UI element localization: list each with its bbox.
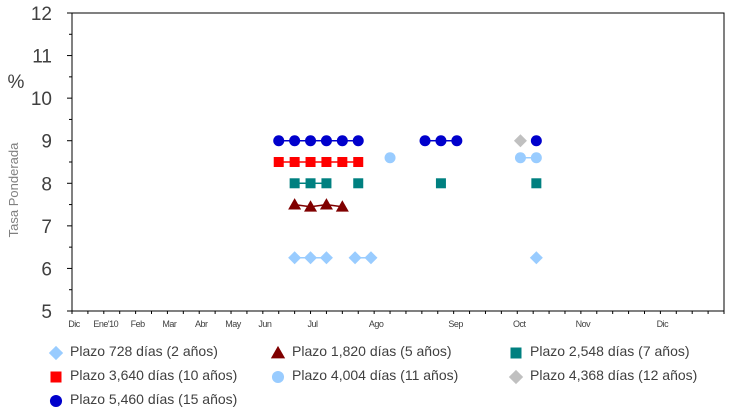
legend-marker-shape <box>508 369 524 385</box>
data-point <box>288 198 302 210</box>
data-point <box>353 178 364 189</box>
data-point <box>320 135 332 147</box>
x-tick-label: Abr <box>195 319 208 329</box>
legend-label: Plazo 728 días (2 años) <box>70 343 218 359</box>
y-tick-label: 7 <box>41 217 52 238</box>
data-point <box>289 178 300 189</box>
data-point <box>319 251 333 265</box>
data-point <box>289 135 301 147</box>
x-tick-label: May <box>225 319 242 329</box>
legend-marker <box>508 369 524 385</box>
legend-marker <box>48 345 64 361</box>
legend-marker-shape <box>50 371 62 383</box>
legend-label: Plazo 5,460 días (15 años) <box>70 391 238 407</box>
legend-label: Plazo 4,368 días (12 años) <box>530 367 698 383</box>
x-tick-label: Mar <box>162 319 177 329</box>
data-point <box>435 135 447 147</box>
legend-marker-shape <box>271 370 285 384</box>
x-tick-label: Ene'10 <box>93 319 118 329</box>
data-point <box>319 198 333 210</box>
data-point <box>348 251 362 265</box>
data-point <box>305 157 316 167</box>
data-point <box>305 135 317 147</box>
data-point <box>273 157 284 167</box>
data-point <box>514 152 526 164</box>
legend-label: Plazo 4,004 días (11 años) <box>292 367 459 383</box>
data-point <box>353 157 364 167</box>
data-point <box>337 157 348 167</box>
data-point <box>304 200 318 212</box>
data-point <box>513 134 527 148</box>
data-point <box>530 152 542 164</box>
legend-marker <box>270 345 286 359</box>
y-axis-label: Tasa Ponderada <box>6 142 21 237</box>
data-point <box>305 178 316 189</box>
x-tick-label: Sep <box>448 319 463 329</box>
y-tick-label: 5 <box>41 302 52 323</box>
legend-label: Plazo 1,820 días (5 años) <box>292 343 452 359</box>
data-point <box>451 135 463 147</box>
data-point <box>304 251 318 265</box>
legend-label: Plazo 2,548 días (7 años) <box>530 343 690 359</box>
data-point <box>336 135 348 147</box>
data-point <box>321 157 332 167</box>
y-unit-label: % <box>8 72 25 93</box>
y-tick-label: 10 <box>31 89 52 110</box>
data-point <box>419 135 431 147</box>
data-point <box>321 178 332 189</box>
legend-marker <box>271 370 285 384</box>
y-tick-label: 6 <box>41 259 52 280</box>
data-point <box>352 135 364 147</box>
legend-marker-shape <box>48 345 64 361</box>
data-point <box>288 251 302 265</box>
data-point <box>364 251 378 265</box>
data-point <box>530 135 542 147</box>
data-point <box>531 178 542 189</box>
x-tick-label: Ago <box>369 319 384 329</box>
x-tick-label: Feb <box>131 319 146 329</box>
x-tick-label: Nov <box>576 319 592 329</box>
legend-marker-shape <box>49 394 63 408</box>
legend-marker <box>50 371 62 383</box>
x-tick-label: Jun <box>258 319 272 329</box>
legend-marker-shape <box>270 345 286 359</box>
data-point <box>384 152 396 164</box>
y-tick-label: 11 <box>32 47 52 68</box>
legend-marker <box>49 394 63 408</box>
legend-marker <box>510 347 522 359</box>
data-point <box>289 157 300 167</box>
y-tick-label: 12 <box>31 4 52 25</box>
legend-label: Plazo 3,640 días (10 años) <box>70 367 238 383</box>
x-tick-label: Dic <box>657 319 669 329</box>
y-tick-label: 9 <box>41 132 52 153</box>
x-tick-label: Oct <box>513 319 527 329</box>
data-point <box>273 135 285 147</box>
data-point <box>435 178 446 189</box>
data-point <box>529 251 543 265</box>
x-tick-label: Jul <box>308 319 319 329</box>
x-tick-label: Dic <box>68 319 80 329</box>
legend-marker-shape <box>510 347 522 359</box>
data-point <box>335 200 349 212</box>
y-tick-label: 8 <box>41 174 52 195</box>
